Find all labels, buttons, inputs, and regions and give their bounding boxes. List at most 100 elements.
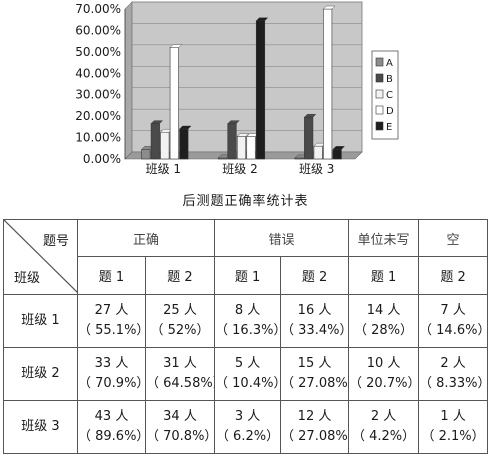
cell-count: 31 人 bbox=[163, 356, 197, 371]
legend-swatch bbox=[375, 105, 384, 115]
plot-side-wall bbox=[124, 1, 133, 160]
bar bbox=[236, 136, 247, 160]
legend-swatch bbox=[375, 121, 384, 131]
table-cell: 16 人 （ 33.4%） bbox=[280, 294, 350, 348]
y-tick-label: 10.00% bbox=[75, 131, 121, 145]
cell-count: 27 人 bbox=[94, 303, 129, 318]
cell-percent: （ 10.4%） bbox=[215, 376, 281, 391]
y-tick-label: 30.00% bbox=[75, 88, 121, 102]
bar bbox=[179, 128, 189, 160]
bar-top bbox=[227, 120, 240, 124]
cell-percent: （ 28%） bbox=[354, 323, 414, 338]
cell-percent: （ 20.7%） bbox=[349, 376, 419, 391]
bar-chart: 0.00% 10.00% 20.00% 30.00% 40.00% 50.00% 60.00… bbox=[0, 0, 491, 185]
cell-percent: （ 70.8%） bbox=[146, 429, 215, 444]
y-tick-label: 70.00% bbox=[75, 2, 121, 16]
subheader-wrong-q1: 题 1 bbox=[214, 256, 282, 295]
group-header-wrong: 错误 bbox=[214, 219, 350, 257]
subheader-correct-q2: 题 2 bbox=[144, 256, 216, 295]
bar bbox=[313, 145, 323, 160]
subheader-correct-q1: 题 1 bbox=[77, 256, 146, 295]
table-row: 班级 1 27 人 （ 55.1%） 25 人 （ 52%） 8 人 （ 16.3%）… bbox=[3, 294, 489, 348]
cell-count: 15 人 bbox=[297, 356, 332, 371]
cell-count: 12 人 bbox=[297, 409, 332, 424]
y-tick-label: 50.00% bbox=[75, 45, 121, 59]
subheader-wrong-q2: 题 2 bbox=[280, 256, 350, 295]
legend-swatch bbox=[375, 57, 384, 67]
bar bbox=[169, 47, 179, 160]
cell-percent: （ 52%） bbox=[150, 323, 210, 338]
bar bbox=[227, 123, 237, 160]
cell-count: 5 人 bbox=[234, 356, 261, 371]
row-label: 班级 1 bbox=[3, 294, 78, 348]
bar bbox=[150, 123, 160, 160]
bar-top bbox=[169, 44, 183, 48]
cell-count: 14 人 bbox=[366, 303, 401, 318]
row-label: 班级 2 bbox=[3, 347, 78, 401]
bar bbox=[141, 149, 151, 160]
bar bbox=[332, 149, 342, 160]
legend-label: B bbox=[386, 74, 393, 85]
chart-canvas: 0.00% 10.00% 20.00% 30.00% 40.00% 50.00% 60.00… bbox=[75, 1, 399, 176]
cell-percent: （ 64.58%） bbox=[146, 376, 214, 391]
bar-top bbox=[303, 114, 317, 118]
cell-count: 3 人 bbox=[234, 409, 261, 424]
bar bbox=[246, 136, 256, 160]
bar-top bbox=[236, 133, 250, 137]
table-cell: 27 人 （ 55.1%） bbox=[77, 294, 146, 348]
group-header-blank: 空 bbox=[418, 219, 489, 257]
bar bbox=[304, 116, 314, 160]
bar-top bbox=[332, 146, 345, 150]
table-cell: 14 人 （ 28%） bbox=[348, 294, 420, 348]
corner-header-class: 班级 bbox=[14, 271, 41, 286]
cell-percent: （ 27.08%） bbox=[281, 429, 348, 444]
cell-count: 16 人 bbox=[297, 303, 332, 318]
table-caption: 后测题正确率统计表 bbox=[182, 194, 309, 209]
cell-percent: （ 8.33%） bbox=[419, 376, 488, 391]
table-cell: 33 人 （ 70.9%） bbox=[77, 347, 146, 401]
cell-count: 43 人 bbox=[94, 409, 129, 424]
cell-percent: （ 55.1%） bbox=[78, 323, 146, 338]
y-tick-label: 40.00% bbox=[75, 66, 121, 80]
legend-label: D bbox=[386, 106, 394, 117]
cell-count: 25 人 bbox=[163, 303, 197, 318]
legend-swatch bbox=[375, 73, 384, 83]
table-cell: 3 人 （ 6.2%） bbox=[214, 400, 282, 454]
corner-header: 题号 班级 bbox=[3, 219, 78, 295]
bar-top bbox=[179, 125, 192, 130]
cell-percent: （ 89.6%） bbox=[78, 429, 146, 444]
row-label: 班级 3 bbox=[3, 400, 78, 454]
table-cell: 43 人 （ 89.6%） bbox=[77, 400, 146, 454]
cell-count: 34 人 bbox=[163, 409, 197, 424]
cell-percent: （ 6.2%） bbox=[215, 429, 280, 444]
table-cell: 25 人 （ 52%） bbox=[144, 294, 216, 348]
group-header-correct: 正确 bbox=[76, 219, 216, 257]
bar bbox=[255, 20, 266, 160]
corner-diagonal bbox=[4, 220, 77, 293]
legend-label: A bbox=[386, 58, 393, 69]
cell-percent: （ 16.3%） bbox=[215, 323, 281, 338]
cell-count: 2 人 bbox=[370, 409, 397, 424]
stats-table: 题号 班级 正确 错误 单位未写 空 题 1 题 2 题 1 题 2 题 1 题… bbox=[3, 219, 489, 454]
y-tick-label: 0.00% bbox=[83, 152, 121, 166]
legend-label: E bbox=[386, 122, 392, 133]
table-cell: 34 人 （ 70.8%） bbox=[144, 400, 216, 454]
bar-top bbox=[150, 120, 164, 124]
y-tick-label: 60.00% bbox=[75, 23, 121, 37]
cell-percent: （ 2.1%） bbox=[421, 429, 485, 444]
table-cell: 1 人 （ 2.1%） bbox=[418, 400, 489, 454]
subheader-no-unit-q1: 题 1 bbox=[348, 256, 420, 295]
bar bbox=[323, 8, 333, 160]
table-cell: 12 人 （ 27.08%） bbox=[280, 400, 350, 454]
legend-swatch bbox=[375, 89, 384, 99]
cell-count: 8 人 bbox=[234, 303, 261, 318]
table-cell: 2 人 （ 4.2%） bbox=[348, 400, 420, 454]
x-tick-label: 班级 3 bbox=[299, 162, 334, 176]
bar bbox=[160, 131, 170, 160]
table-cell: 7 人 （ 14.6%） bbox=[418, 294, 489, 348]
table-cell: 15 人 （ 27.08%） bbox=[280, 347, 350, 401]
bar-top bbox=[255, 17, 269, 21]
x-tick-label: 班级 1 bbox=[146, 162, 181, 176]
cell-percent: （ 33.4%） bbox=[281, 323, 349, 338]
cell-count: 10 人 bbox=[366, 356, 401, 371]
